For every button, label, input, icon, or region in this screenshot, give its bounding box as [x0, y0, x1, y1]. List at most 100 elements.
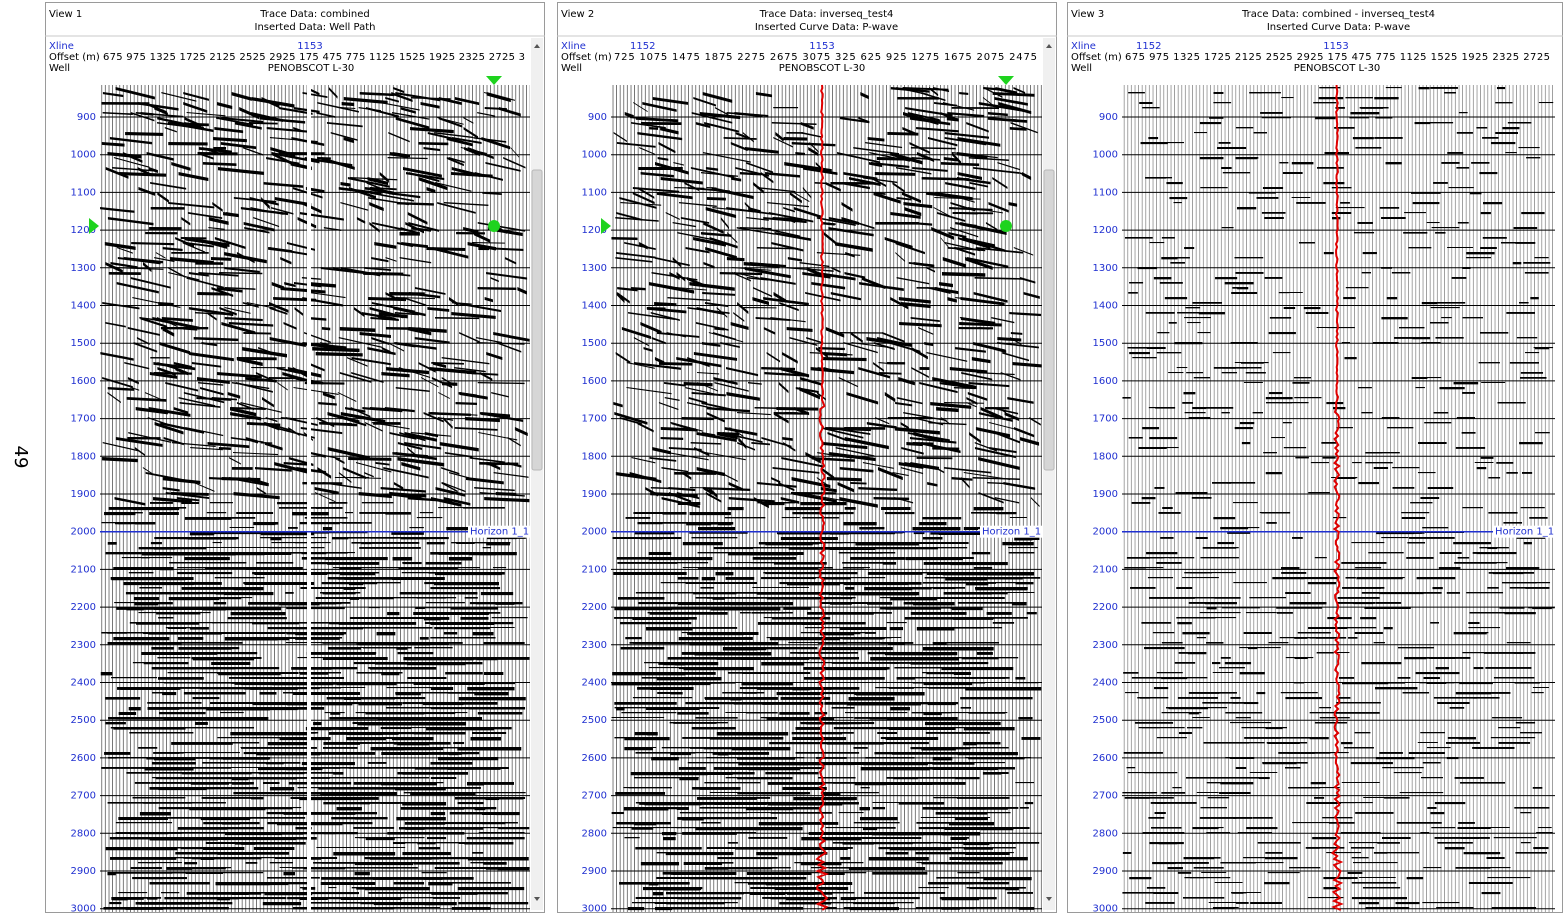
event — [871, 162, 910, 168]
event — [197, 292, 229, 296]
event — [757, 567, 833, 569]
event — [236, 357, 277, 361]
event — [193, 482, 215, 492]
event — [957, 137, 1001, 147]
event — [464, 147, 480, 157]
event — [1379, 452, 1400, 454]
event — [425, 562, 462, 565]
event — [801, 507, 819, 510]
event — [225, 552, 292, 556]
event — [224, 267, 260, 273]
event — [984, 767, 995, 771]
event — [1520, 732, 1542, 734]
event — [802, 517, 840, 519]
event — [801, 132, 823, 139]
event — [648, 617, 697, 620]
event — [319, 422, 358, 427]
event — [230, 407, 266, 410]
event — [150, 782, 225, 784]
event — [701, 822, 721, 824]
event — [664, 397, 680, 401]
event — [821, 222, 836, 225]
event — [1352, 137, 1374, 140]
event — [1344, 747, 1374, 749]
event — [146, 862, 182, 864]
event — [290, 792, 338, 795]
event — [349, 617, 428, 619]
event — [507, 462, 522, 468]
event — [1158, 512, 1181, 514]
event — [1191, 497, 1212, 499]
event — [200, 387, 224, 396]
event — [789, 337, 818, 346]
event — [407, 497, 453, 503]
event — [973, 507, 1004, 511]
event — [1520, 812, 1532, 814]
event — [1026, 612, 1037, 615]
event — [687, 402, 712, 409]
event — [1187, 652, 1207, 655]
event — [1340, 202, 1350, 204]
event — [1154, 487, 1165, 489]
event — [403, 657, 417, 661]
event — [114, 602, 164, 604]
event — [392, 597, 457, 599]
event — [703, 222, 724, 234]
event — [928, 687, 985, 689]
event — [102, 632, 166, 634]
event — [113, 157, 150, 168]
event — [941, 667, 1014, 671]
event — [1351, 542, 1385, 544]
event — [791, 477, 831, 489]
event — [453, 742, 465, 745]
event — [434, 132, 474, 139]
event — [1152, 862, 1176, 865]
event — [134, 782, 151, 784]
event — [194, 722, 208, 725]
event — [651, 337, 666, 345]
event — [301, 737, 330, 739]
event — [243, 332, 272, 335]
event — [1250, 902, 1282, 905]
event — [168, 627, 187, 629]
event — [154, 257, 175, 263]
event — [747, 702, 787, 705]
event — [773, 137, 794, 148]
event — [833, 727, 890, 730]
event — [918, 327, 934, 335]
event — [130, 277, 171, 289]
event — [828, 217, 860, 225]
event — [1232, 287, 1244, 289]
event — [149, 882, 210, 885]
event — [127, 327, 160, 336]
row-label: Xline — [49, 41, 74, 52]
event — [783, 137, 808, 141]
event — [323, 742, 360, 745]
event — [1323, 182, 1345, 185]
event — [705, 167, 719, 171]
event — [785, 897, 831, 901]
event — [393, 742, 451, 745]
event — [198, 382, 224, 386]
event — [635, 802, 647, 804]
event — [198, 272, 239, 277]
event — [1166, 182, 1183, 185]
event — [320, 267, 368, 275]
event — [169, 562, 247, 564]
event — [332, 537, 349, 540]
event — [331, 817, 388, 820]
event — [1381, 317, 1408, 320]
scroll-down — [1046, 897, 1052, 901]
time-label: 1000 — [1093, 150, 1118, 161]
event — [816, 627, 857, 629]
event — [843, 847, 853, 849]
event — [1456, 167, 1470, 169]
event — [186, 277, 224, 289]
event — [857, 222, 875, 230]
event — [184, 597, 253, 599]
event — [708, 487, 718, 499]
event — [763, 327, 776, 335]
event — [443, 497, 471, 506]
event — [895, 242, 925, 255]
event — [886, 622, 907, 624]
